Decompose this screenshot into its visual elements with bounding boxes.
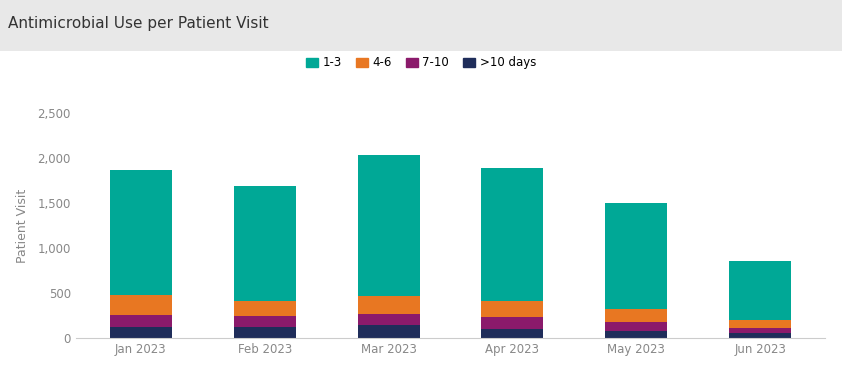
Bar (729, 328, 791, 333)
Bar (234, 327, 296, 338)
Bar (109, 170, 172, 295)
Bar (234, 316, 296, 327)
Bar (605, 331, 667, 338)
Bar (358, 325, 419, 338)
Y-axis label: Patient Visit: Patient Visit (16, 189, 29, 263)
Bar (482, 328, 543, 338)
Bar (605, 308, 667, 322)
Bar (605, 203, 667, 308)
Bar (729, 261, 791, 321)
Bar (358, 314, 419, 325)
Bar (109, 295, 172, 315)
Bar (605, 322, 667, 331)
Bar (109, 327, 172, 338)
Legend: 1-3, 4-6, 7-10, >10 days: 1-3, 4-6, 7-10, >10 days (306, 56, 536, 70)
Bar (234, 301, 296, 316)
Bar (358, 296, 419, 314)
Bar (234, 186, 296, 301)
Bar (109, 315, 172, 327)
Bar (482, 301, 543, 317)
Bar (358, 155, 419, 296)
Text: Antimicrobial Use per Patient Visit: Antimicrobial Use per Patient Visit (8, 16, 269, 31)
Bar (482, 317, 543, 328)
Bar (729, 333, 791, 338)
Bar (729, 321, 791, 328)
Bar (482, 168, 543, 301)
